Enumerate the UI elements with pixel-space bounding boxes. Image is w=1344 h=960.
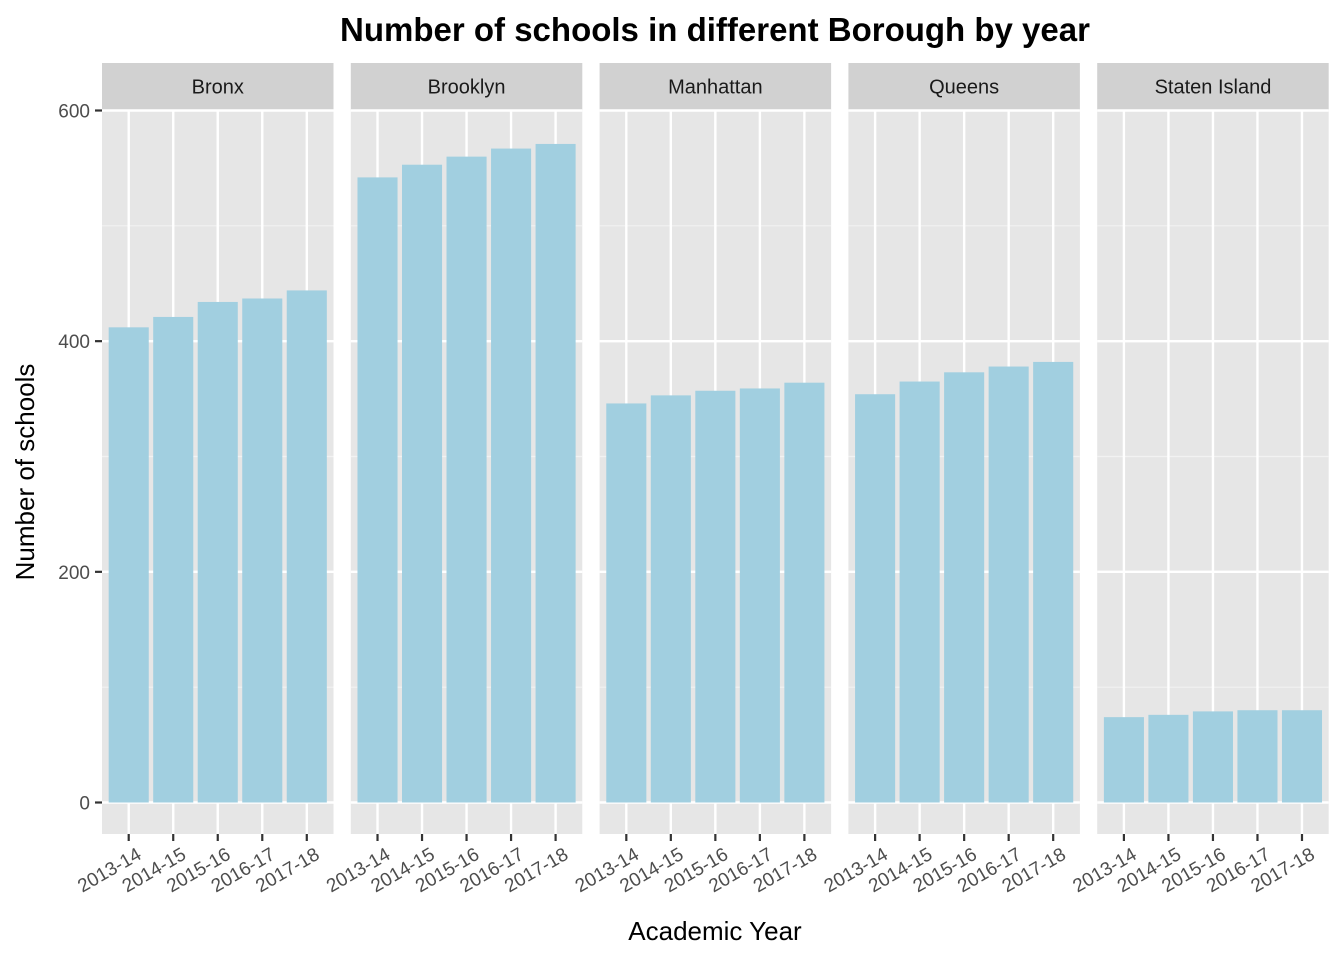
chart-title: Number of schools in different Borough b…	[340, 11, 1090, 48]
strip-label-queens: Queens	[929, 77, 999, 99]
bar-brooklyn-2016-17	[491, 148, 532, 803]
strip-label-staten-island: Staten Island	[1155, 77, 1272, 99]
bar-queens-2017-18	[1033, 361, 1074, 803]
bar-staten-island-2017-18	[1281, 710, 1323, 803]
bar-manhattan-2016-17	[739, 388, 780, 803]
strip-bronx	[102, 63, 334, 110]
strip-manhattan	[599, 63, 832, 110]
bar-bronx-2014-15	[153, 316, 194, 803]
bar-brooklyn-2014-15	[401, 164, 443, 803]
bar-manhattan-2013-14	[606, 403, 647, 803]
panel-staten-island: Staten Island2013-142014-152015-162016-1…	[1070, 63, 1329, 897]
strip-staten-island	[1097, 63, 1329, 110]
facet-panels: Bronx2013-142014-152015-162016-172017-18…	[74, 63, 1329, 897]
y-tick-label: 400	[58, 332, 90, 353]
bar-brooklyn-2013-14	[357, 177, 398, 803]
bar-staten-island-2013-14	[1103, 717, 1144, 803]
bar-queens-2016-17	[988, 366, 1029, 803]
bar-bronx-2013-14	[108, 327, 149, 803]
bar-staten-island-2016-17	[1237, 710, 1278, 803]
bar-queens-2014-15	[899, 381, 940, 803]
y-axis: 0 200 400 600	[58, 102, 102, 815]
bar-manhattan-2017-18	[784, 382, 825, 803]
bar-brooklyn-2015-16	[446, 156, 487, 803]
bar-brooklyn-2017-18	[535, 143, 576, 803]
x-axis-title: Academic Year	[628, 916, 802, 946]
bar-queens-2015-16	[944, 372, 985, 803]
bar-bronx-2016-17	[242, 298, 283, 803]
bar-staten-island-2015-16	[1192, 711, 1233, 803]
panel-manhattan: Manhattan2013-142014-152015-162016-17201…	[572, 63, 832, 897]
panel-brooklyn: Brooklyn2013-142014-152015-162016-172017…	[323, 63, 583, 897]
y-tick-label: 0	[79, 794, 90, 815]
strip-label-brooklyn: Brooklyn	[428, 77, 506, 99]
strip-queens	[848, 63, 1080, 110]
y-axis-title: Number of schools	[10, 364, 40, 581]
strip-brooklyn	[350, 63, 583, 110]
strip-label-manhattan: Manhattan	[668, 77, 763, 99]
y-tick-label: 600	[58, 102, 90, 123]
y-tick-label: 200	[58, 563, 90, 584]
bar-queens-2013-14	[855, 394, 896, 803]
bar-manhattan-2015-16	[695, 390, 736, 803]
bar-manhattan-2014-15	[650, 395, 691, 803]
bar-bronx-2017-18	[286, 290, 327, 803]
strip-label-bronx: Bronx	[192, 77, 244, 99]
bar-staten-island-2014-15	[1148, 714, 1189, 803]
bar-bronx-2015-16	[197, 301, 238, 803]
panel-queens: Queens2013-142014-152015-162016-172017-1…	[821, 63, 1080, 897]
